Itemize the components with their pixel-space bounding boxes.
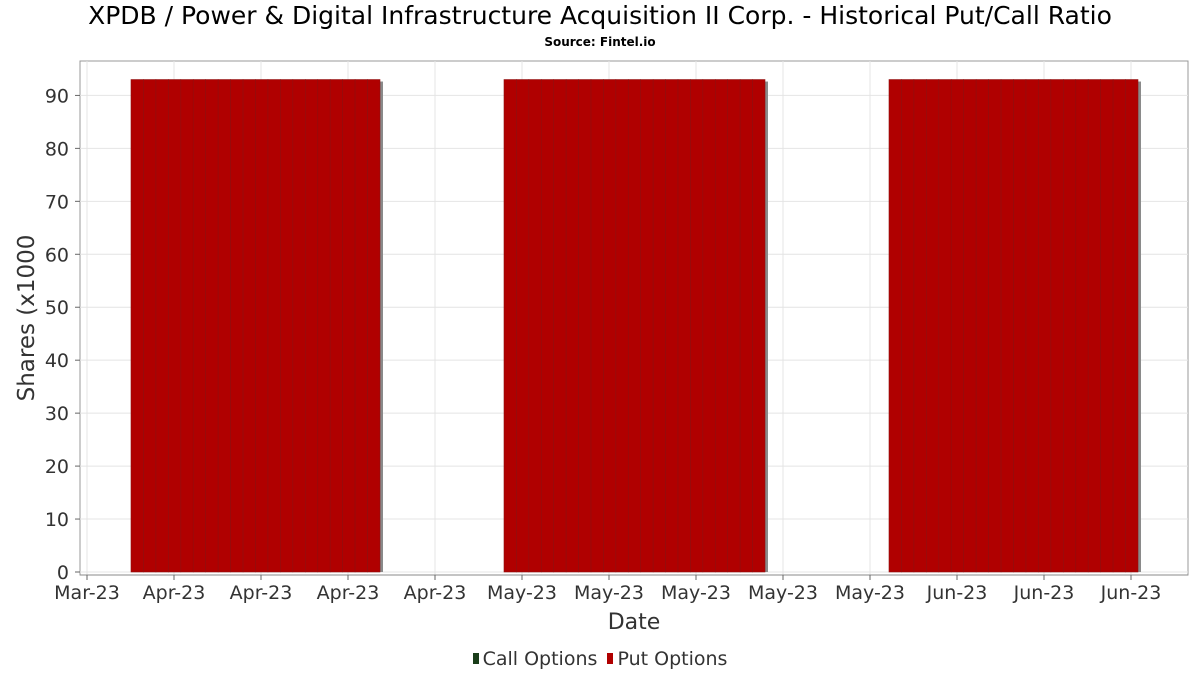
put-option-bar [130,79,144,573]
put-option-bar [180,79,194,573]
put-option-bar [901,79,915,573]
y-tick-label: 30 [45,403,69,425]
chart-source: Source: Fintel.io [544,35,656,49]
put-option-bar [888,79,902,573]
put-option-bar [615,79,629,573]
put-option-bar [690,79,704,573]
put-option-bar [280,79,294,573]
x-tick-label: Apr-23 [230,582,293,604]
put-option-bar [702,79,716,573]
put-option-bar [528,79,542,573]
put-option-bar [739,79,753,573]
put-option-bar [317,79,331,573]
legend-label-call: Call Options [482,647,598,670]
put-option-bar [926,79,940,573]
put-option-bar [255,79,269,573]
y-axis-label: Shares (x1000 [14,235,40,402]
y-tick-label: 70 [45,191,69,213]
put-option-bar [727,79,741,573]
x-tick-label: May-23 [748,582,818,604]
put-option-bar [553,79,567,573]
put-option-bars [80,79,1188,576]
put-option-bar [1000,79,1014,573]
y-tick-label: 20 [45,456,69,478]
put-option-bar [565,79,579,573]
y-tick-label: 10 [45,509,69,531]
put-option-bar [1013,79,1027,573]
put-option-bar [1025,79,1039,573]
x-tick-label: Jun-23 [1013,582,1075,604]
put-options-swatch [607,653,614,664]
put-option-bar [627,79,642,573]
x-tick-label: Apr-23 [317,582,380,604]
legend-item-call: Call Options [472,647,598,670]
x-tick-label: Apr-23 [143,582,206,604]
put-option-bar [205,79,219,573]
put-option-bar [1063,79,1077,573]
put-option-bar [603,79,617,573]
put-option-bar [292,79,306,573]
put-option-bar [963,79,977,573]
y-tick-label: 60 [45,244,69,266]
x-tick-label: Jun-23 [1100,582,1162,604]
put-option-bar [516,79,530,573]
y-tick-label: 80 [45,138,69,160]
put-option-bar [652,79,666,573]
x-tick-label: May-23 [661,582,731,604]
put-option-bar [950,79,964,573]
put-option-bar [192,79,206,573]
put-option-bar [590,79,604,573]
x-axis-label: Date [608,610,661,635]
put-option-bar [143,79,157,573]
put-option-bar [354,79,368,573]
put-option-bar [1087,79,1101,573]
chart-title: XPDB / Power & Digital Infrastructure Ac… [88,1,1112,30]
put-option-bar [329,79,343,573]
y-tick-label: 40 [45,350,69,372]
x-tick-label: May-23 [487,582,557,604]
x-axis-ticks: Mar-23 Apr-23 Apr-23 Apr-23 Apr-23 May-23 May-… [54,575,1161,604]
put-option-bar [503,79,517,573]
x-tick-label: May-23 [835,582,905,604]
y-axis-ticks: 0 10 20 30 40 50 60 70 80 90 [45,85,80,584]
put-option-bar [677,79,691,573]
put-option-bar [1075,79,1089,573]
put-option-bar [640,79,654,573]
put-option-bar [168,79,182,573]
put-option-bar [304,79,319,573]
put-option-bar [578,79,592,573]
put-option-bar [267,79,281,573]
call-options-swatch [472,653,479,664]
put-option-bar [230,79,244,573]
put-option-bar [242,79,256,573]
put-option-bar [938,79,952,573]
legend-label-put: Put Options [617,647,728,670]
put-option-bar [665,79,679,573]
put-option-bar [1125,79,1139,573]
y-tick-label: 0 [57,562,69,584]
legend-item-put: Put Options [607,648,727,670]
put-option-bar [913,79,927,573]
put-option-bar [1112,79,1126,573]
put-option-bar [540,79,555,573]
put-option-bar [367,79,381,573]
x-tick-label: Apr-23 [404,582,467,604]
x-tick-label: May-23 [574,582,644,604]
put-option-bar [1100,79,1114,573]
legend: Call Options Put Options [0,647,1200,670]
y-tick-label: 90 [45,85,69,107]
put-option-bar [714,79,729,573]
put-option-bar [1038,79,1052,573]
x-tick-label: Jun-23 [926,582,988,604]
put-option-bar [155,79,169,573]
x-tick-label: Mar-23 [54,582,120,604]
put-option-bar [988,79,1002,573]
put-option-bar [1050,79,1064,573]
put-option-bar [342,79,356,573]
put-option-bar [752,79,766,573]
y-tick-label: 50 [45,297,69,319]
put-option-bar [217,79,231,573]
put-option-bar [975,79,989,573]
